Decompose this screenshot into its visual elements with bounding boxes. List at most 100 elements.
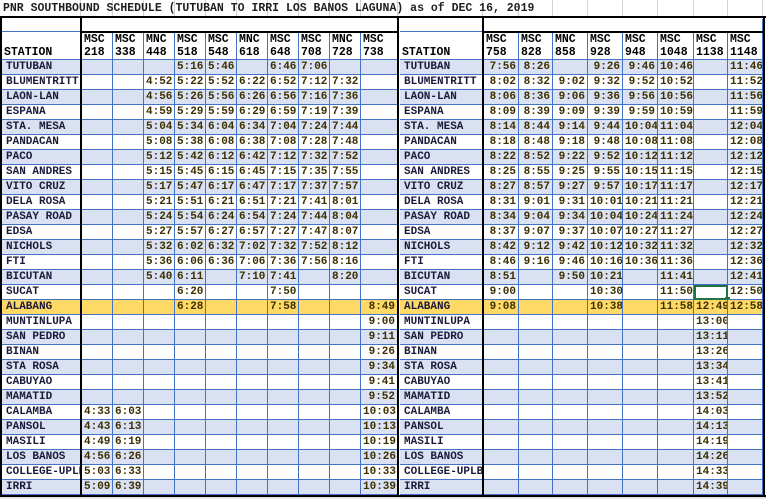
time-cell[interactable] (82, 360, 113, 375)
time-cell[interactable] (330, 315, 361, 330)
time-cell[interactable]: 7:39 (330, 105, 361, 120)
time-cell[interactable] (82, 105, 113, 120)
time-cell[interactable] (113, 150, 144, 165)
time-cell[interactable]: 9:00 (361, 315, 398, 330)
time-cell[interactable] (206, 390, 237, 405)
time-cell[interactable] (728, 465, 763, 480)
time-cell[interactable]: 6:03 (113, 405, 144, 420)
time-cell[interactable] (82, 150, 113, 165)
time-cell[interactable]: 8:57 (519, 180, 553, 195)
time-cell[interactable] (553, 285, 588, 300)
time-cell[interactable] (694, 180, 728, 195)
time-cell[interactable]: 10:27 (623, 225, 658, 240)
time-cell[interactable] (553, 390, 588, 405)
time-cell[interactable]: 12:08 (728, 135, 763, 150)
time-cell[interactable]: 7:06 (237, 255, 268, 270)
time-cell[interactable]: 8:09 (484, 105, 519, 120)
time-cell[interactable]: 14:26 (694, 450, 728, 465)
time-cell[interactable]: 5:38 (175, 135, 206, 150)
time-cell[interactable] (519, 480, 553, 495)
time-cell[interactable] (519, 420, 553, 435)
time-cell[interactable]: 12:36 (728, 255, 763, 270)
time-cell[interactable]: 5:59 (206, 105, 237, 120)
time-cell[interactable]: 14:19 (694, 435, 728, 450)
time-cell[interactable]: 6:11 (175, 270, 206, 285)
time-cell[interactable] (175, 450, 206, 465)
time-cell[interactable]: 5:54 (175, 210, 206, 225)
time-cell[interactable] (144, 480, 175, 495)
time-cell[interactable] (728, 480, 763, 495)
time-cell[interactable] (206, 360, 237, 375)
time-cell[interactable] (361, 120, 398, 135)
time-cell[interactable]: 9:14 (553, 120, 588, 135)
time-cell[interactable]: 11:21 (658, 195, 694, 210)
time-cell[interactable] (588, 315, 623, 330)
time-cell[interactable]: 7:52 (299, 240, 330, 255)
time-cell[interactable]: 7:48 (330, 135, 361, 150)
time-cell[interactable] (330, 330, 361, 345)
time-cell[interactable] (237, 405, 268, 420)
time-cell[interactable] (694, 120, 728, 135)
time-cell[interactable]: 7:27 (268, 225, 299, 240)
time-cell[interactable] (588, 375, 623, 390)
time-cell[interactable]: 7:56 (299, 255, 330, 270)
time-cell[interactable]: 5:34 (175, 120, 206, 135)
time-cell[interactable]: 13:34 (694, 360, 728, 375)
time-cell[interactable]: 6:56 (268, 90, 299, 105)
time-cell[interactable] (361, 150, 398, 165)
time-cell[interactable]: 10:12 (623, 150, 658, 165)
time-cell[interactable] (361, 225, 398, 240)
time-cell[interactable] (484, 480, 519, 495)
time-cell[interactable] (237, 465, 268, 480)
time-cell[interactable] (694, 240, 728, 255)
time-cell[interactable] (206, 345, 237, 360)
time-cell[interactable]: 7:32 (268, 240, 299, 255)
time-cell[interactable]: 9:50 (553, 270, 588, 285)
time-cell[interactable] (113, 120, 144, 135)
time-cell[interactable] (330, 420, 361, 435)
time-cell[interactable] (658, 330, 694, 345)
time-cell[interactable]: 11:17 (658, 180, 694, 195)
time-cell[interactable]: 6:45 (237, 165, 268, 180)
time-cell[interactable] (588, 405, 623, 420)
time-cell[interactable] (113, 255, 144, 270)
time-cell[interactable]: 5:27 (144, 225, 175, 240)
time-cell[interactable]: 5:46 (206, 60, 237, 75)
time-cell[interactable]: 8:52 (519, 150, 553, 165)
time-cell[interactable] (728, 360, 763, 375)
time-cell[interactable]: 7:36 (330, 90, 361, 105)
time-cell[interactable]: 11:15 (658, 165, 694, 180)
time-cell[interactable]: 12:41 (728, 270, 763, 285)
time-cell[interactable] (484, 435, 519, 450)
time-cell[interactable]: 7:19 (299, 105, 330, 120)
time-cell[interactable] (553, 345, 588, 360)
time-cell[interactable]: 10:21 (623, 195, 658, 210)
time-cell[interactable]: 11:36 (658, 255, 694, 270)
time-cell[interactable] (658, 360, 694, 375)
time-cell[interactable]: 5:57 (175, 225, 206, 240)
time-cell[interactable]: 5:52 (206, 75, 237, 90)
time-cell[interactable] (268, 435, 299, 450)
time-cell[interactable] (206, 405, 237, 420)
time-cell[interactable]: 7:10 (237, 270, 268, 285)
time-cell[interactable]: 8:44 (519, 120, 553, 135)
horizontal-scrollbar[interactable] (0, 497, 766, 499)
time-cell[interactable]: 7:02 (237, 240, 268, 255)
time-cell[interactable] (268, 405, 299, 420)
time-cell[interactable] (175, 420, 206, 435)
time-cell[interactable] (237, 345, 268, 360)
time-cell[interactable]: 6:52 (268, 75, 299, 90)
time-cell[interactable] (82, 120, 113, 135)
time-cell[interactable] (484, 375, 519, 390)
time-cell[interactable] (361, 105, 398, 120)
time-cell[interactable]: 8:25 (484, 165, 519, 180)
time-cell[interactable]: 6:15 (206, 165, 237, 180)
time-cell[interactable] (484, 345, 519, 360)
time-cell[interactable] (330, 60, 361, 75)
time-cell[interactable] (113, 180, 144, 195)
time-cell[interactable] (113, 285, 144, 300)
time-cell[interactable] (553, 420, 588, 435)
time-cell[interactable] (113, 300, 144, 315)
time-cell[interactable] (206, 285, 237, 300)
time-cell[interactable] (206, 315, 237, 330)
